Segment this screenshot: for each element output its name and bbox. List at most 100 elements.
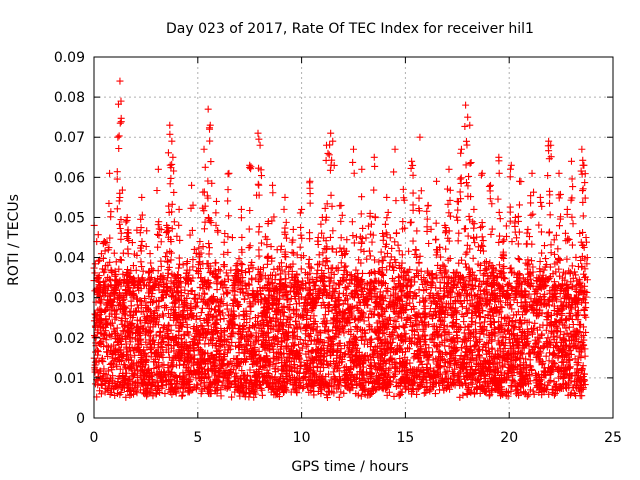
data-point-marker	[143, 227, 151, 235]
data-point-marker	[501, 275, 509, 283]
data-point-marker	[502, 222, 510, 230]
data-point-marker	[569, 321, 577, 329]
data-point-marker	[405, 247, 413, 255]
data-markers	[90, 77, 591, 402]
data-point-marker	[409, 385, 417, 393]
data-point-marker	[552, 231, 560, 239]
data-point-marker	[565, 323, 573, 331]
data-point-marker	[224, 233, 232, 241]
data-point-marker	[97, 250, 105, 258]
data-point-marker	[188, 287, 196, 295]
data-point-marker	[108, 366, 116, 374]
data-point-marker	[323, 357, 331, 365]
data-point-marker	[426, 364, 434, 372]
data-point-marker	[417, 314, 425, 322]
data-point-marker	[526, 356, 534, 364]
data-point-marker	[311, 318, 319, 326]
data-point-marker	[477, 224, 485, 232]
data-point-marker	[568, 241, 576, 249]
data-point-marker	[352, 266, 360, 274]
data-point-marker	[263, 253, 271, 261]
data-point-marker	[402, 282, 410, 290]
data-point-marker	[285, 270, 293, 278]
data-point-marker	[254, 312, 262, 320]
data-point-marker	[167, 326, 175, 334]
data-point-marker	[239, 311, 247, 319]
data-point-marker	[191, 355, 199, 363]
data-point-marker	[395, 247, 403, 255]
data-point-marker	[433, 291, 441, 299]
data-point-marker	[479, 307, 487, 315]
data-point-marker	[265, 369, 273, 377]
data-point-marker	[496, 232, 504, 240]
data-point-marker	[206, 310, 214, 318]
data-point-marker	[572, 382, 580, 390]
data-point-marker	[516, 317, 524, 325]
data-point-marker	[184, 353, 192, 361]
data-point-marker	[390, 392, 398, 400]
data-point-marker	[236, 392, 244, 400]
data-point-marker	[441, 359, 449, 367]
data-point-marker	[242, 307, 250, 315]
data-point-marker	[531, 319, 539, 327]
data-point-marker	[454, 377, 462, 385]
data-point-marker	[198, 295, 206, 303]
data-point-marker	[283, 234, 291, 242]
data-point-marker	[438, 332, 446, 340]
data-point-marker	[472, 275, 480, 283]
data-point-marker	[352, 323, 360, 331]
data-point-marker	[553, 296, 561, 304]
data-point-marker	[280, 302, 288, 310]
data-point-marker	[343, 236, 351, 244]
data-point-marker	[375, 258, 383, 266]
data-point-marker	[220, 315, 228, 323]
data-point-marker	[413, 340, 421, 348]
data-point-marker	[545, 390, 553, 398]
data-point-marker	[113, 363, 121, 371]
data-point-marker	[383, 304, 391, 312]
data-point-marker	[242, 269, 250, 277]
data-point-marker	[217, 324, 225, 332]
data-point-marker	[512, 318, 520, 326]
data-point-marker	[104, 273, 112, 281]
data-point-marker	[409, 237, 417, 245]
data-point-marker	[522, 355, 530, 363]
data-point-marker	[383, 249, 391, 257]
data-point-marker	[127, 267, 135, 275]
data-point-marker	[280, 309, 288, 317]
data-point-marker	[368, 238, 376, 246]
data-point-marker	[550, 236, 558, 244]
data-point-marker	[542, 326, 550, 334]
data-point-marker	[215, 266, 223, 274]
data-point-marker	[488, 225, 496, 233]
data-point-marker	[269, 354, 277, 362]
data-point-marker	[196, 315, 204, 323]
data-point-marker	[335, 280, 343, 288]
data-point-marker	[341, 342, 349, 350]
data-point-marker	[440, 363, 448, 371]
data-point-marker	[131, 351, 139, 359]
data-point-marker	[388, 244, 396, 252]
data-point-marker	[128, 239, 136, 247]
data-point-marker	[165, 353, 173, 361]
data-point-marker	[472, 312, 480, 320]
data-point-marker	[524, 337, 532, 345]
data-point-marker	[310, 336, 318, 344]
data-point-marker	[340, 329, 348, 337]
data-point-marker	[409, 303, 417, 311]
data-point-marker	[246, 366, 254, 374]
data-point-marker	[306, 235, 314, 243]
data-point-marker	[110, 325, 118, 333]
data-point-marker	[237, 334, 245, 342]
data-point-marker	[387, 292, 395, 300]
data-point-marker	[282, 319, 290, 327]
data-point-marker	[325, 362, 333, 370]
data-point-marker	[197, 322, 205, 330]
data-point-marker	[567, 350, 575, 358]
data-point-marker	[277, 316, 285, 324]
data-point-marker	[415, 286, 423, 294]
data-point-marker	[358, 336, 366, 344]
